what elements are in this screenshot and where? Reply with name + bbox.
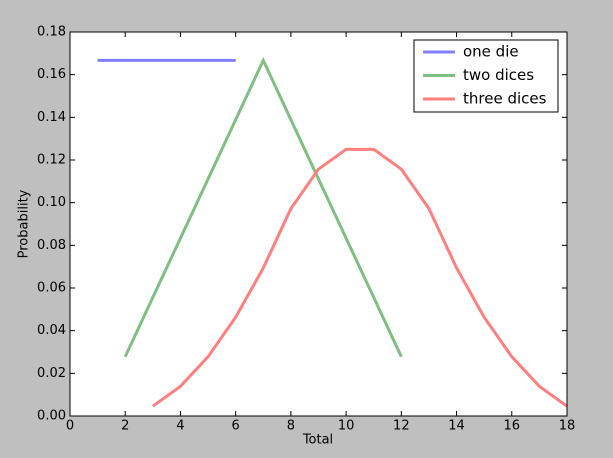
y-tick-label: 0.14 (37, 110, 66, 125)
y-tick-label: 0.02 (37, 366, 66, 381)
y-tick-label: 0.10 (37, 195, 66, 210)
x-tick-label: 8 (287, 419, 295, 434)
y-tick-label: 0.04 (37, 323, 66, 338)
legend-label: three dices (463, 90, 547, 108)
x-tick-label: 14 (448, 419, 465, 434)
y-axis-label: Probability (17, 189, 32, 258)
y-tick-label: 0.08 (37, 238, 66, 253)
x-axis-label: Total (302, 433, 333, 448)
legend-label: two dices (463, 66, 534, 84)
series-line (123, 56, 403, 358)
y-tick-label: 0.16 (37, 67, 66, 82)
x-tick-label: 2 (121, 419, 129, 434)
x-tick-label: 4 (176, 419, 184, 434)
x-tick-label: 12 (393, 419, 410, 434)
y-tick-label: 0.00 (37, 409, 66, 424)
y-tick-label: 0.06 (37, 281, 66, 296)
plot-border (69, 31, 568, 417)
series-line (151, 147, 568, 408)
y-tick-label: 0.18 (37, 25, 66, 40)
x-tick-label: 6 (232, 419, 240, 434)
y-tick-label: 0.12 (37, 153, 66, 168)
legend-label: one die (463, 43, 519, 61)
x-tick-label: 18 (559, 419, 576, 434)
x-tick-label: 0 (66, 419, 74, 434)
x-tick-label: 16 (504, 419, 521, 434)
x-tick-label: 10 (338, 419, 355, 434)
